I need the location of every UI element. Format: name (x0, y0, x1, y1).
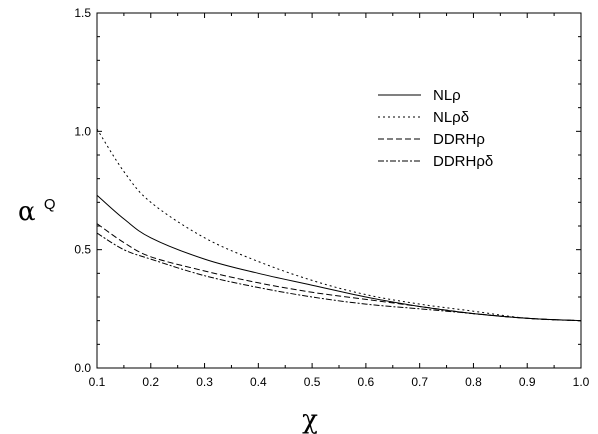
x-tick-label: 0.5 (304, 375, 321, 389)
series-line-3 (96, 223, 582, 322)
x-tick-label: 1.0 (573, 375, 590, 389)
x-tick-label: 0.7 (411, 375, 428, 389)
y-axis-label-main: α (18, 197, 36, 227)
y-tick-label: 1.0 (74, 124, 91, 138)
x-axis-label: χ (302, 405, 318, 434)
y-tick-label: 0.0 (74, 361, 91, 375)
y-tick-label: 0.5 (74, 243, 91, 257)
y-axis-label: α Q (18, 196, 56, 227)
x-tick-label: 0.3 (196, 375, 213, 389)
x-tick-label: 0.8 (465, 375, 482, 389)
y-axis-label-superscript: Q (44, 196, 56, 213)
legend-label: NLρ (433, 87, 461, 104)
x-tick-label: 0.6 (358, 375, 375, 389)
y-tick-label: 1.5 (74, 6, 91, 20)
legend: NLρ NLρδ DDRHρ DDRHρδ (378, 87, 493, 170)
series-line-1 (96, 194, 582, 322)
x-axis-ticks: 0.1 0.2 0.3 0.4 0.5 0.6 0.7 0.8 0.9 1.0 (89, 13, 590, 389)
y-axis-ticks: 0.0 0.5 1.0 1.5 (74, 6, 581, 375)
series-layer (96, 128, 582, 322)
plot-frame (96, 12, 582, 369)
series-line-2 (96, 128, 582, 322)
x-tick-label: 0.2 (142, 375, 159, 389)
x-tick-label: 0.4 (250, 375, 267, 389)
legend-label: DDRHρ (433, 131, 485, 148)
x-tick-label: 0.9 (519, 375, 536, 389)
series-line-4 (96, 232, 582, 322)
x-tick-label: 0.1 (89, 375, 106, 389)
legend-label: DDRHρδ (433, 153, 493, 170)
legend-label: NLρδ (433, 109, 469, 126)
